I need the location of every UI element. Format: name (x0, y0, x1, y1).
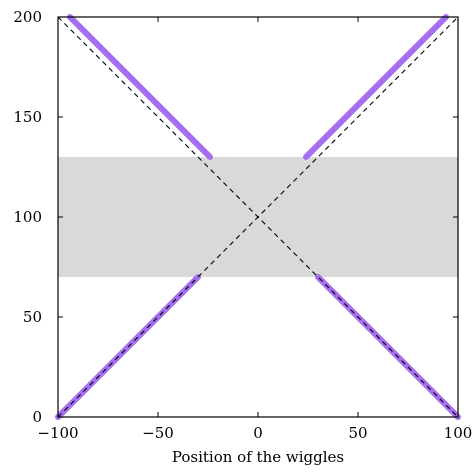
x-tick-label: 100 (444, 424, 473, 442)
y-tick-label: 200 (13, 8, 42, 26)
y-tick-label: 0 (32, 408, 42, 426)
series-segment (67, 14, 213, 160)
reference-line (57, 16, 459, 418)
x-tick-label: 0 (253, 424, 263, 442)
series-segment (303, 14, 449, 160)
y-tick-label: 50 (23, 308, 42, 326)
y-tick-label: 150 (13, 108, 42, 126)
y-tick-label: 100 (13, 208, 42, 226)
x-tick-label: 50 (348, 424, 367, 442)
x-tick-label: −50 (142, 424, 174, 442)
x-tick-label: −100 (37, 424, 78, 442)
x-axis-label: Position of the wiggles (172, 448, 344, 466)
